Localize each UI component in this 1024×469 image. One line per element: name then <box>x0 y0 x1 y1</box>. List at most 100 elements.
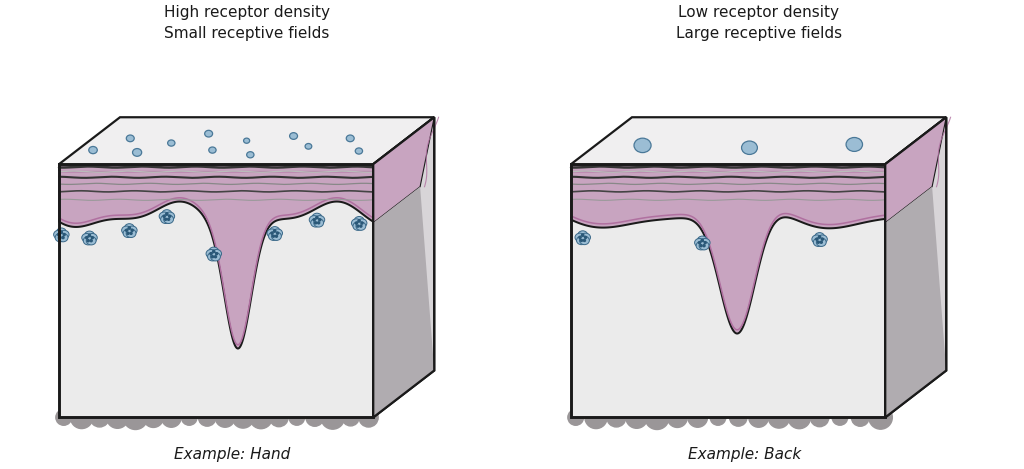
Circle shape <box>820 241 822 243</box>
Circle shape <box>585 236 587 238</box>
Circle shape <box>701 239 703 242</box>
Circle shape <box>361 222 364 224</box>
Polygon shape <box>374 117 434 223</box>
Ellipse shape <box>159 212 169 220</box>
Circle shape <box>90 240 92 242</box>
Circle shape <box>314 222 316 224</box>
Circle shape <box>59 236 61 239</box>
Ellipse shape <box>209 247 219 256</box>
Circle shape <box>86 237 88 239</box>
Ellipse shape <box>212 250 221 258</box>
Circle shape <box>688 408 708 427</box>
Circle shape <box>318 219 321 221</box>
Ellipse shape <box>309 216 319 224</box>
Circle shape <box>788 406 811 429</box>
Circle shape <box>817 241 819 243</box>
Ellipse shape <box>816 238 826 246</box>
Polygon shape <box>571 164 886 417</box>
Polygon shape <box>59 164 374 348</box>
Circle shape <box>581 239 583 242</box>
Circle shape <box>181 409 197 425</box>
Circle shape <box>579 236 581 238</box>
Circle shape <box>123 405 147 430</box>
Ellipse shape <box>86 236 96 245</box>
Ellipse shape <box>578 231 588 239</box>
Circle shape <box>645 405 669 430</box>
Circle shape <box>128 227 130 229</box>
Ellipse shape <box>634 138 651 152</box>
Circle shape <box>359 408 378 427</box>
Ellipse shape <box>268 232 279 241</box>
Ellipse shape <box>580 236 590 245</box>
Ellipse shape <box>305 144 311 149</box>
Polygon shape <box>374 187 434 417</box>
Ellipse shape <box>208 252 217 261</box>
Ellipse shape <box>271 232 282 241</box>
Ellipse shape <box>125 224 134 232</box>
Circle shape <box>306 408 324 426</box>
Ellipse shape <box>290 133 298 139</box>
Ellipse shape <box>846 137 862 151</box>
Ellipse shape <box>356 222 366 230</box>
Ellipse shape <box>126 135 134 142</box>
Ellipse shape <box>82 234 91 242</box>
Circle shape <box>668 408 687 427</box>
Ellipse shape <box>205 130 213 137</box>
Circle shape <box>250 406 272 429</box>
Ellipse shape <box>355 148 362 154</box>
Ellipse shape <box>312 213 322 222</box>
Circle shape <box>271 232 273 234</box>
Circle shape <box>749 408 768 427</box>
Ellipse shape <box>357 219 367 227</box>
Circle shape <box>584 239 586 242</box>
Ellipse shape <box>353 222 362 230</box>
Ellipse shape <box>696 242 706 250</box>
Ellipse shape <box>581 233 591 242</box>
Circle shape <box>91 237 93 239</box>
Polygon shape <box>374 117 434 417</box>
Circle shape <box>703 245 706 247</box>
Polygon shape <box>886 117 946 223</box>
Circle shape <box>131 229 133 231</box>
Circle shape <box>833 409 848 425</box>
Ellipse shape <box>817 235 827 243</box>
Ellipse shape <box>209 147 216 153</box>
Ellipse shape <box>165 212 175 220</box>
Circle shape <box>163 215 165 217</box>
Ellipse shape <box>132 149 141 156</box>
Ellipse shape <box>270 227 280 235</box>
Circle shape <box>56 409 72 425</box>
Polygon shape <box>571 117 946 164</box>
Circle shape <box>210 253 212 255</box>
Circle shape <box>216 253 218 255</box>
Ellipse shape <box>168 140 175 146</box>
Circle shape <box>276 232 279 234</box>
Ellipse shape <box>55 234 65 242</box>
Circle shape <box>199 408 216 426</box>
Polygon shape <box>59 117 434 164</box>
Circle shape <box>342 409 359 426</box>
Circle shape <box>851 408 869 426</box>
Circle shape <box>821 238 823 240</box>
Circle shape <box>57 234 59 235</box>
Circle shape <box>818 236 820 238</box>
Ellipse shape <box>813 238 823 246</box>
Ellipse shape <box>53 230 63 239</box>
Ellipse shape <box>211 252 220 261</box>
Circle shape <box>705 242 707 244</box>
Ellipse shape <box>700 238 710 247</box>
Ellipse shape <box>244 138 250 144</box>
Ellipse shape <box>161 215 171 224</box>
Text: Example: Hand: Example: Hand <box>174 447 291 462</box>
Circle shape <box>143 408 164 427</box>
Circle shape <box>700 245 702 247</box>
Circle shape <box>356 225 358 227</box>
Circle shape <box>316 216 318 219</box>
Ellipse shape <box>87 234 97 242</box>
Circle shape <box>63 234 66 235</box>
Circle shape <box>106 407 128 428</box>
Circle shape <box>358 219 360 222</box>
Ellipse shape <box>164 215 173 224</box>
Circle shape <box>130 232 132 234</box>
Circle shape <box>71 406 93 429</box>
